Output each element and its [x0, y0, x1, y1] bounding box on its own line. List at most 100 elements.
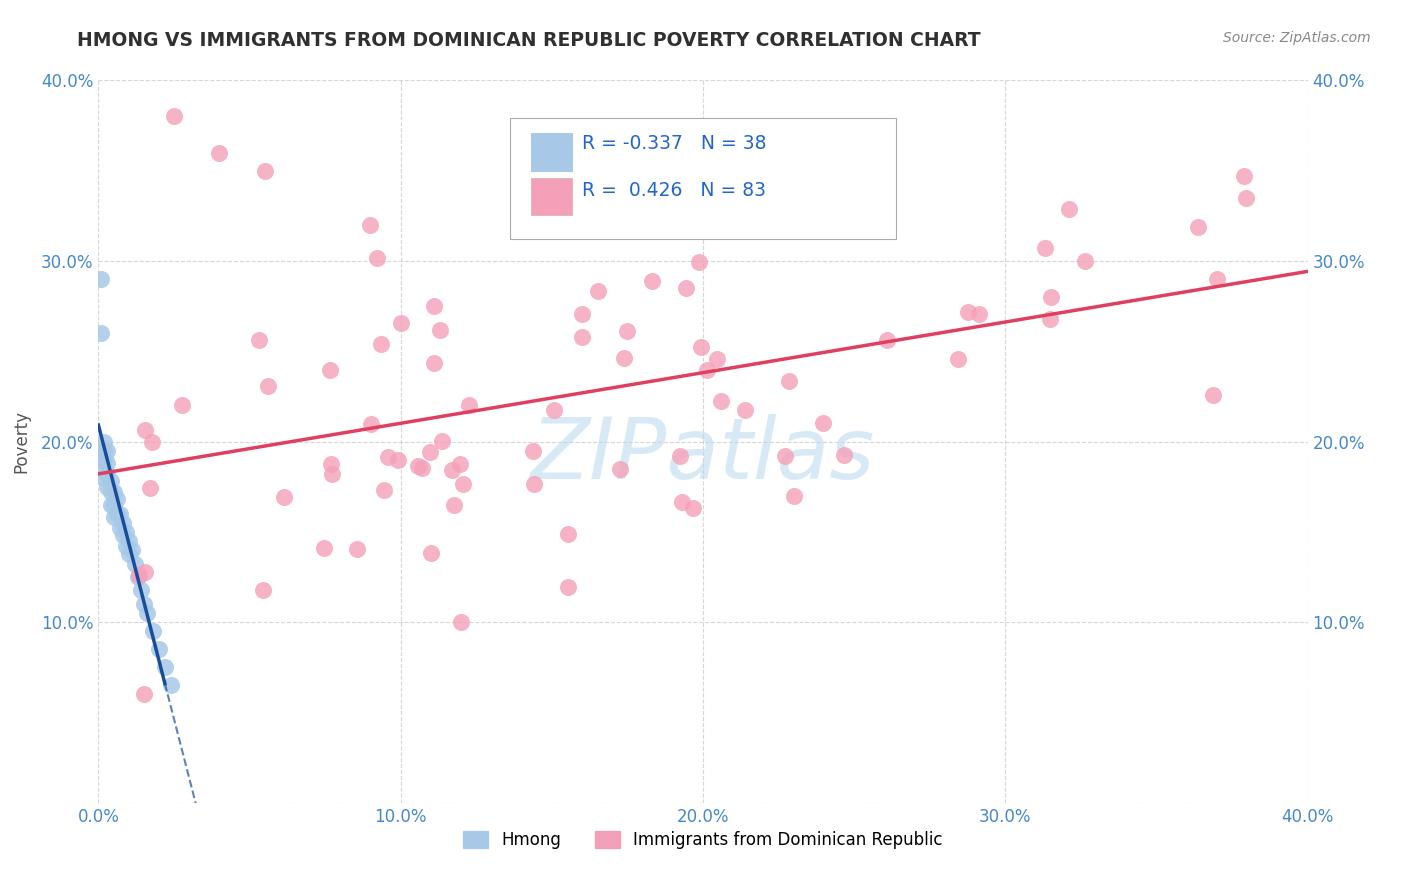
Point [688, 255, 710, 269]
Point [419, 444, 441, 458]
Point [734, 403, 756, 417]
Point [93, 434, 115, 449]
Point [105, 507, 128, 521]
Point [141, 435, 163, 450]
Point [543, 402, 565, 417]
Point [121, 542, 143, 557]
Point [1234, 191, 1257, 205]
Point [458, 398, 481, 412]
Point [360, 417, 382, 431]
Point [675, 281, 697, 295]
Point [706, 351, 728, 366]
Point [735, 213, 758, 227]
Point [90, 272, 112, 286]
Point [440, 463, 463, 477]
Point [127, 570, 149, 584]
Point [103, 485, 125, 500]
Point [557, 527, 579, 541]
Point [571, 307, 593, 321]
Point [128, 568, 150, 582]
Point [114, 539, 136, 553]
Point [451, 477, 474, 491]
Text: HMONG VS IMMIGRANTS FROM DOMINICAN REPUBLIC POVERTY CORRELATION CHART: HMONG VS IMMIGRANTS FROM DOMINICAN REPUB… [77, 31, 981, 50]
Point [430, 434, 453, 448]
Point [273, 490, 295, 504]
Point [377, 450, 399, 465]
Point [811, 416, 834, 430]
Point [139, 481, 162, 495]
Point [111, 528, 134, 542]
Point [406, 459, 429, 474]
Point [443, 498, 465, 512]
Point [420, 546, 443, 560]
Point [93, 452, 115, 467]
Point [571, 330, 593, 344]
Point [134, 423, 156, 437]
Point [111, 516, 134, 530]
FancyBboxPatch shape [509, 118, 897, 239]
Point [96, 480, 118, 494]
Point [90, 443, 112, 458]
Point [609, 462, 631, 476]
Point [1206, 272, 1229, 286]
Point [160, 678, 183, 692]
Point [783, 489, 806, 503]
Point [124, 558, 146, 572]
Text: R = -0.337   N = 38: R = -0.337 N = 38 [582, 135, 766, 153]
Point [682, 501, 704, 516]
Point [142, 624, 165, 639]
Point [616, 324, 638, 338]
Point [1233, 169, 1256, 183]
Point [93, 471, 115, 485]
Point [253, 163, 276, 178]
Point [671, 494, 693, 508]
Point [108, 507, 131, 521]
Point [132, 687, 155, 701]
Point [1187, 220, 1209, 235]
Point [1202, 388, 1225, 402]
Point [134, 566, 156, 580]
Point [710, 394, 733, 409]
Point [103, 498, 125, 512]
Point [967, 307, 990, 321]
Point [108, 521, 131, 535]
Point [321, 467, 343, 482]
Point [946, 352, 969, 367]
Point [208, 145, 231, 160]
Point [696, 363, 718, 377]
Point [373, 483, 395, 498]
Point [586, 285, 609, 299]
Point [172, 398, 194, 412]
Point [163, 109, 186, 123]
Point [775, 449, 797, 463]
Point [96, 467, 118, 481]
Point [93, 443, 115, 458]
Point [96, 456, 118, 470]
Point [778, 374, 800, 388]
Point [366, 251, 388, 265]
Point [613, 351, 636, 366]
Point [105, 492, 128, 507]
Point [370, 337, 392, 351]
Point [148, 642, 170, 657]
Point [346, 542, 368, 557]
Text: Source: ZipAtlas.com: Source: ZipAtlas.com [1223, 31, 1371, 45]
Point [100, 485, 122, 500]
Point [90, 326, 112, 340]
Point [449, 457, 471, 471]
Point [1057, 202, 1080, 217]
Point [118, 547, 141, 561]
Point [832, 449, 855, 463]
Point [641, 274, 664, 288]
Point [1074, 254, 1097, 268]
Point [93, 461, 115, 475]
Point [312, 541, 335, 556]
Point [669, 449, 692, 463]
Point [100, 498, 122, 512]
FancyBboxPatch shape [531, 178, 572, 215]
Point [389, 317, 412, 331]
Point [257, 379, 280, 393]
Point [319, 362, 342, 376]
Point [100, 475, 122, 489]
Point [132, 597, 155, 611]
